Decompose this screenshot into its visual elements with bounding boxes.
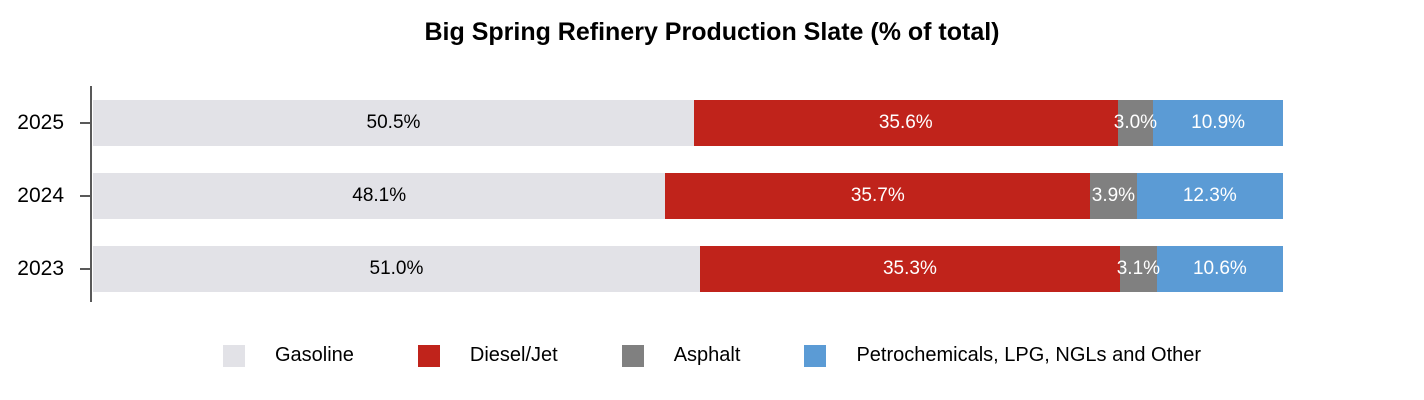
segment-gasoline: 50.5% [93,100,694,146]
bar-row-2024: 2024 48.1% 35.7% 3.9% 12.3% [0,173,1424,219]
segment-diesel-jet: 35.6% [693,100,1118,146]
segment-asphalt: 3.0% [1114,100,1157,146]
segment-value-label: 3.0% [1113,112,1158,133]
legend-swatch [621,344,644,367]
legend-item-gasoline: Gasoline [222,344,354,367]
segment-asphalt: 3.1% [1116,246,1161,292]
axis-tick [80,195,90,197]
category-label: 2023 [17,257,64,280]
segment-diesel-jet: 35.3% [699,246,1120,292]
chart-title: Big Spring Refinery Production Slate (% … [424,18,1000,46]
legend-item-diesel-jet: Diesel/Jet [417,344,558,367]
axis-tick [80,268,90,270]
segment-asphalt: 3.9% [1090,173,1137,219]
bar-row-2025: 2025 50.5% 35.6% 3.0% 10.9% [0,100,1424,146]
segment-diesel-jet: 35.7% [665,173,1091,219]
legend: Gasoline Diesel/Jet Asphalt Petrochemicals,… [0,344,1424,367]
segment-value-label: 51.0% [369,258,424,279]
segment-value-label: 35.7% [850,185,905,206]
axis-tick [80,122,90,124]
segment-value-label: 10.6% [1192,258,1247,279]
stacked-bar: 48.1% 35.7% 3.9% 12.3% [93,173,1283,219]
segment-value-label: 48.1% [352,185,407,206]
legend-swatch [417,344,440,367]
stacked-bar: 51.0% 35.3% 3.1% 10.6% [93,246,1283,292]
legend-label: Asphalt [673,344,741,366]
segment-value-label: 12.3% [1182,185,1237,206]
stacked-bar: 50.5% 35.6% 3.0% 10.9% [93,100,1283,146]
legend-item-petrochemicals-lpg-ngls-and-other: Petrochemicals, LPG, NGLs and Other [804,344,1201,367]
segment-gasoline: 51.0% [93,246,700,292]
category-label: 2025 [17,111,64,134]
legend-label: Petrochemicals, LPG, NGLs and Other [856,344,1202,366]
legend-item-asphalt: Asphalt [621,344,741,367]
category-label: 2024 [17,184,64,207]
segment-petrochemicals-lpg-ngls-and-other: 10.9% [1153,100,1283,146]
segment-value-label: 35.6% [878,112,933,133]
segment-gasoline: 48.1% [93,173,666,219]
legend-label: Gasoline [274,344,354,366]
legend-swatch [222,344,245,367]
segment-petrochemicals-lpg-ngls-and-other: 10.6% [1156,246,1283,292]
y-axis-line [90,86,92,302]
segment-petrochemicals-lpg-ngls-and-other: 12.3% [1136,173,1283,219]
legend-label: Diesel/Jet [469,344,558,366]
segment-value-label: 35.3% [882,258,937,279]
segment-value-label: 3.1% [1116,258,1161,279]
segment-value-label: 10.9% [1191,112,1246,133]
bar-row-2023: 2023 51.0% 35.3% 3.1% 10.6% [0,246,1424,292]
segment-value-label: 50.5% [366,112,421,133]
segment-value-label: 3.9% [1091,185,1136,206]
legend-swatch [804,344,827,367]
